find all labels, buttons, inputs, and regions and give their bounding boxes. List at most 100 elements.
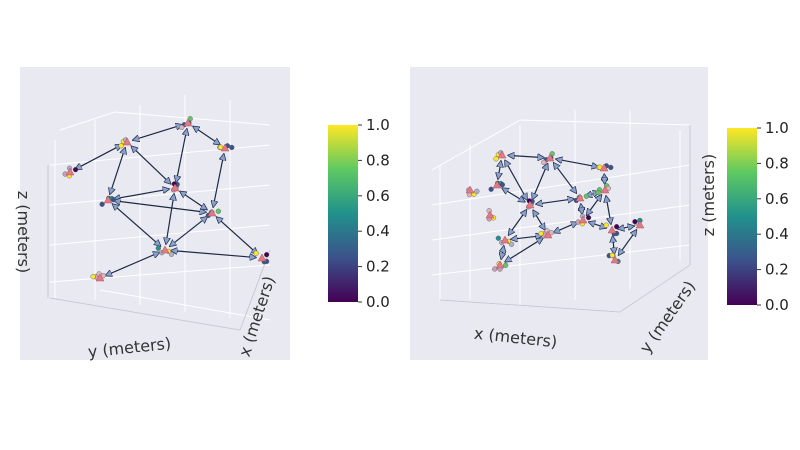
anchor-marker	[600, 185, 610, 194]
right-colorbar-gradient	[727, 128, 757, 305]
colorbar-tick-label: 0.0	[366, 293, 390, 311]
network-node-point	[155, 245, 161, 251]
network-edge-arrow	[508, 155, 544, 157]
left-plot: y (meters) x (meters) z (meters) 0.00.20…	[14, 67, 390, 361]
anchor-marker	[65, 167, 75, 176]
network-edge-arrow	[216, 217, 257, 254]
anchor-marker	[207, 208, 217, 217]
network-edge-arrow	[581, 204, 582, 214]
anchor-marker	[543, 230, 553, 239]
network-node-point	[493, 156, 499, 162]
network-node-point	[90, 273, 96, 280]
colorbar-tick-label: 0.6	[765, 190, 789, 208]
network-node-point	[603, 222, 609, 228]
network-node-point	[499, 182, 505, 188]
network-edge-arrow	[508, 210, 526, 235]
anchor-marker	[607, 225, 617, 234]
network-edge-arrow	[618, 226, 634, 229]
network-edge-arrow	[505, 238, 543, 262]
network-edge-arrow	[502, 188, 525, 202]
anchor-marker	[170, 183, 180, 192]
anchor-marker	[635, 220, 645, 229]
network-node-point	[110, 197, 116, 203]
network-edge-arrow	[213, 154, 224, 207]
anchor-marker	[578, 215, 588, 224]
network-edge-arrow	[131, 146, 170, 184]
network-edge-arrow	[589, 222, 607, 228]
network-edge-arrow	[532, 164, 547, 200]
anchor-marker	[122, 137, 132, 146]
anchor-marker	[599, 163, 609, 172]
network-edge-arrow	[176, 129, 187, 182]
colorbar-tick-label: 0.4	[366, 222, 390, 240]
left-network-edges	[75, 125, 257, 276]
left-network-nodes	[62, 116, 270, 282]
colorbar-tick-label: 0.2	[765, 261, 789, 279]
network-edge-arrow	[606, 196, 611, 224]
network-edge-arrow	[114, 189, 169, 199]
right-plot: x (meters) y (meters) z (meters) 0.00.20…	[410, 67, 789, 360]
colorbar-tick-label: 1.0	[366, 116, 390, 134]
right-axes	[439, 125, 691, 313]
anchor-marker	[160, 245, 170, 254]
network-edge-arrow	[533, 210, 545, 230]
colorbar-tick-label: 1.0	[765, 119, 789, 137]
network-node-point	[474, 188, 480, 194]
anchor-marker	[495, 260, 505, 269]
network-node-point	[614, 224, 620, 230]
network-node-point	[632, 219, 638, 225]
network-node-point	[229, 144, 235, 151]
network-edge-arrow	[501, 246, 504, 259]
network-edge-arrow	[193, 126, 220, 144]
network-edge-arrow	[113, 204, 161, 246]
anchor-marker	[610, 255, 620, 264]
network-node-point	[215, 208, 221, 214]
network-node-point	[541, 159, 547, 165]
network-edge-arrow	[498, 161, 501, 179]
network-edge-arrow	[133, 125, 183, 140]
anchor-marker	[220, 143, 230, 152]
anchor-marker	[500, 235, 510, 244]
colorbar-tick-label: 0.0	[765, 296, 789, 314]
left-colorbar: 0.0 0.2 0.4 0.6 0.8 1.0	[328, 116, 390, 311]
right-network-nodes	[465, 150, 645, 272]
network-edge-arrow	[75, 145, 121, 169]
anchor-marker	[497, 150, 507, 159]
colorbar-tick-label: 0.8	[366, 151, 390, 169]
anchor-marker	[545, 153, 555, 162]
colorbar-tick-label: 0.6	[366, 187, 390, 205]
network-node-point	[118, 143, 124, 149]
anchor-marker	[465, 185, 475, 194]
anchor-marker	[485, 210, 495, 219]
network-node-point	[609, 252, 615, 258]
anchor-marker	[95, 273, 105, 282]
network-edge-arrow	[171, 250, 256, 257]
right-z-axis-label: z (meters)	[699, 154, 718, 236]
network-edge-arrow	[180, 191, 207, 209]
anchor-marker	[183, 118, 193, 127]
network-node-point	[99, 201, 105, 207]
network-node-point	[253, 250, 259, 256]
network-edge-arrow	[613, 236, 615, 254]
network-node-point	[72, 167, 79, 173]
colorbar-tick-label: 0.2	[366, 258, 390, 276]
anchor-marker	[492, 180, 502, 189]
network-edge-arrow	[554, 163, 577, 193]
anchor-marker	[575, 193, 585, 202]
network-node-point	[608, 164, 614, 171]
network-node-point	[179, 124, 185, 130]
network-edge-arrow	[536, 199, 574, 204]
anchor-marker	[103, 195, 113, 204]
right-pane-background	[410, 67, 708, 360]
anchor-marker	[525, 200, 535, 209]
network-edge-arrow	[554, 222, 578, 232]
anchor-marker	[257, 253, 267, 262]
network-edge-arrow	[587, 195, 602, 215]
network-node-point	[585, 215, 592, 221]
right-colorbar: 0.0 0.2 0.4 0.6 0.8 1.0	[727, 119, 789, 314]
left-colorbar-ticks: 0.0 0.2 0.4 0.6 0.8 1.0	[358, 116, 390, 311]
network-node-point	[488, 186, 494, 192]
network-node-point	[595, 189, 601, 196]
left-z-axis-label: z (meters)	[14, 191, 33, 273]
